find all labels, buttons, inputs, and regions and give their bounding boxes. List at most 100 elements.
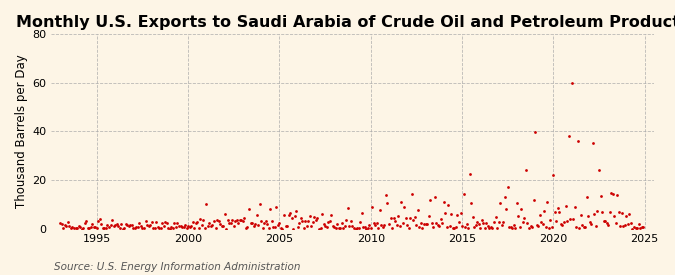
Point xyxy=(246,221,257,225)
Point xyxy=(376,223,387,227)
Point xyxy=(273,222,284,227)
Point xyxy=(464,172,475,176)
Point xyxy=(262,222,273,226)
Point xyxy=(149,225,160,230)
Point xyxy=(245,221,256,225)
Point xyxy=(239,216,250,221)
Point xyxy=(514,225,525,229)
Point xyxy=(417,226,428,230)
Point xyxy=(360,226,371,231)
Text: Source: U.S. Energy Information Administration: Source: U.S. Energy Information Administ… xyxy=(54,262,300,271)
Point xyxy=(75,225,86,229)
Point xyxy=(297,219,308,223)
Point xyxy=(370,223,381,227)
Point xyxy=(212,218,223,222)
Point xyxy=(91,226,102,230)
Point xyxy=(213,219,224,224)
Point xyxy=(267,219,277,223)
Point xyxy=(288,226,298,231)
Point xyxy=(177,224,188,229)
Point xyxy=(259,221,269,225)
Point xyxy=(275,226,286,230)
Point xyxy=(556,222,566,226)
Point xyxy=(491,226,502,230)
Point xyxy=(330,226,341,230)
Point xyxy=(294,221,304,225)
Point xyxy=(444,224,455,229)
Point xyxy=(412,208,423,212)
Point xyxy=(160,219,171,224)
Point xyxy=(432,223,443,227)
Point xyxy=(58,226,69,230)
Point xyxy=(506,225,516,229)
Point xyxy=(541,225,551,230)
Point xyxy=(479,226,490,230)
Point xyxy=(599,219,610,223)
Point xyxy=(605,190,616,195)
Point xyxy=(485,225,496,229)
Point xyxy=(634,226,645,230)
Point xyxy=(435,217,446,222)
Point xyxy=(310,218,321,222)
Point xyxy=(581,195,592,199)
Point xyxy=(154,226,165,230)
Point xyxy=(473,222,484,226)
Point xyxy=(336,221,347,225)
Point xyxy=(314,226,325,231)
Point xyxy=(460,225,470,229)
Point xyxy=(201,202,212,207)
Point xyxy=(193,226,204,231)
Point xyxy=(410,215,421,219)
Point xyxy=(448,226,458,230)
Point xyxy=(137,226,148,231)
Point xyxy=(565,217,576,221)
Point xyxy=(63,220,74,224)
Point xyxy=(303,219,314,224)
Point xyxy=(574,226,585,230)
Point xyxy=(248,224,259,228)
Point xyxy=(586,222,597,226)
Point xyxy=(146,220,157,224)
Point xyxy=(545,218,556,222)
Point xyxy=(242,225,253,229)
Point xyxy=(543,226,554,230)
Point xyxy=(199,226,210,230)
Point xyxy=(218,224,229,228)
Point xyxy=(61,224,72,229)
Point xyxy=(575,213,586,217)
Point xyxy=(400,215,411,220)
Point xyxy=(84,225,95,230)
Point xyxy=(461,221,472,226)
Point xyxy=(103,225,114,229)
Point xyxy=(583,214,594,218)
Point xyxy=(408,218,418,222)
Point xyxy=(615,223,626,228)
Point xyxy=(138,226,149,230)
Point xyxy=(612,192,622,197)
Point xyxy=(250,222,261,227)
Point xyxy=(478,221,489,226)
Point xyxy=(279,213,290,217)
Point xyxy=(209,219,219,223)
Point xyxy=(285,211,296,215)
Point xyxy=(493,220,504,224)
Point xyxy=(265,207,275,211)
Point xyxy=(119,226,130,230)
Point xyxy=(362,226,373,231)
Point xyxy=(463,226,474,230)
Point xyxy=(365,226,376,230)
Point xyxy=(257,226,268,230)
Point xyxy=(595,194,606,198)
Point xyxy=(207,223,218,227)
Point xyxy=(591,223,601,228)
Point xyxy=(155,226,166,230)
Point xyxy=(398,221,408,225)
Point xyxy=(87,222,98,226)
Point xyxy=(130,226,140,231)
Point xyxy=(531,223,542,227)
Point xyxy=(225,221,236,225)
Point xyxy=(90,225,101,229)
Point xyxy=(621,214,632,218)
Point xyxy=(324,219,335,223)
Point xyxy=(161,221,172,226)
